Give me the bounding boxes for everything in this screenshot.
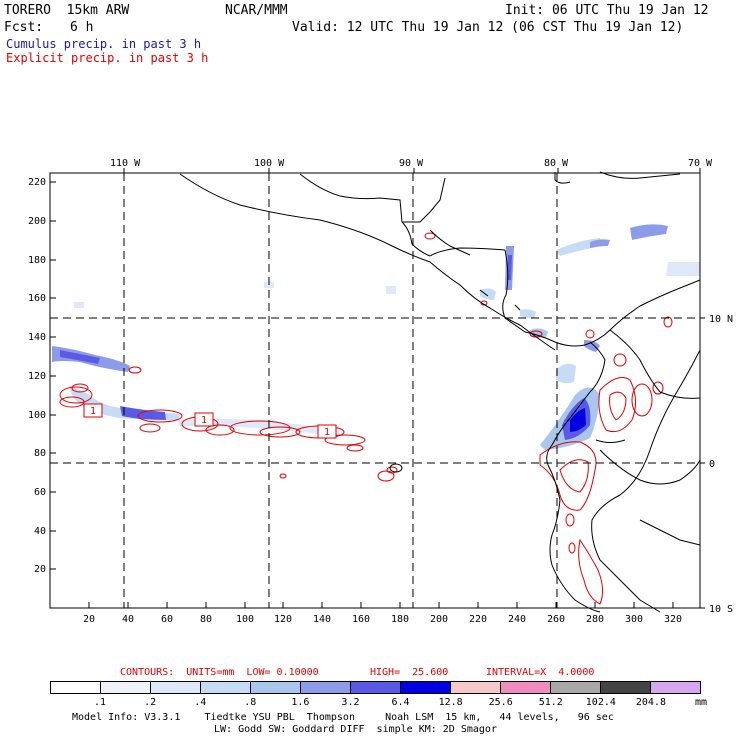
x-tick-label: 200 bbox=[430, 614, 448, 625]
x-tick-label: 320 bbox=[664, 614, 682, 625]
colorbar-swatch bbox=[400, 682, 450, 693]
lon-label-90w: 90 W bbox=[399, 158, 424, 169]
x-tick-label: 140 bbox=[313, 614, 331, 625]
y-tick-label: 40 bbox=[34, 526, 46, 537]
lon-label-80w: 80 W bbox=[544, 158, 569, 169]
colorbar-label: 12.8 bbox=[438, 697, 463, 708]
lat-label-10n: 10 N bbox=[709, 314, 733, 325]
colorbar-swatch bbox=[600, 682, 650, 693]
model-title: TORERO 15km ARW bbox=[4, 3, 130, 18]
contour-high: HIGH= 25.600 bbox=[370, 667, 449, 678]
lat-label-10s: 10 S bbox=[709, 604, 733, 615]
colorbar-swatch bbox=[500, 682, 550, 693]
colorbar-swatch bbox=[51, 682, 100, 693]
explicit-precip-contours bbox=[59, 232, 673, 605]
colorbar-label: 3.2 bbox=[341, 697, 360, 708]
x-tick-label: 60 bbox=[161, 614, 173, 625]
contour-labels: 1 1 1 bbox=[83, 403, 337, 439]
contour-label: 1 bbox=[201, 415, 207, 426]
colorbar-swatch bbox=[150, 682, 200, 693]
lon-label-110w: 110 W bbox=[110, 158, 141, 169]
x-tick-label: 20 bbox=[83, 614, 95, 625]
colorbar-label: 25.6 bbox=[488, 697, 513, 708]
x-tick-label: 280 bbox=[586, 614, 604, 625]
colorbar-swatch bbox=[100, 682, 150, 693]
y-tick-label: 100 bbox=[28, 410, 46, 421]
x-tick-label: 40 bbox=[122, 614, 134, 625]
colorbar-label: 1.6 bbox=[291, 697, 310, 708]
contour-units: CONTOURS: UNITS=mm LOW= 0.10000 bbox=[120, 667, 319, 678]
y-tick-label: 60 bbox=[34, 487, 46, 498]
colorbar-unit: mm bbox=[695, 697, 708, 708]
y-tick-label: 120 bbox=[28, 371, 46, 382]
colorbar bbox=[50, 681, 701, 694]
valid-time: Valid: 12 UTC Thu 19 Jan 12 (06 CST Thu … bbox=[292, 20, 684, 35]
x-tick-label: 120 bbox=[274, 614, 292, 625]
x-tick-label: 300 bbox=[625, 614, 643, 625]
y-tick-label: 200 bbox=[28, 216, 46, 227]
colorbar-label: 102.4 bbox=[585, 697, 616, 708]
colorbar-label: 6.4 bbox=[391, 697, 410, 708]
org-label: NCAR/MMM bbox=[225, 3, 288, 18]
contour-label: 1 bbox=[90, 406, 96, 417]
y-tick-label: 160 bbox=[28, 293, 46, 304]
colorbar-label: .8 bbox=[244, 697, 257, 708]
explicit-field-title: Explicit precip. in past 3 h bbox=[6, 51, 209, 65]
colorbar-swatch bbox=[300, 682, 350, 693]
model-info-line2: LW: Godd SW: Goddard DIFF simple KM: 2D … bbox=[214, 724, 497, 735]
init-time: Init: 06 UTC Thu 19 Jan 12 bbox=[505, 3, 709, 18]
y-tick-label: 180 bbox=[28, 255, 46, 266]
x-tick-label: 80 bbox=[200, 614, 212, 625]
colorbar-label: 204.8 bbox=[635, 697, 666, 708]
lat-label-equator: 0 bbox=[709, 459, 715, 470]
x-tick-label: 100 bbox=[236, 614, 254, 625]
x-tick-label: 240 bbox=[508, 614, 526, 625]
colorbar-swatch bbox=[250, 682, 300, 693]
colorbar-swatch bbox=[350, 682, 400, 693]
colorbar-label: .4 bbox=[194, 697, 207, 708]
y-tick-label: 80 bbox=[34, 448, 46, 459]
colorbar-swatch bbox=[200, 682, 250, 693]
colorbar-swatch bbox=[550, 682, 600, 693]
colorbar-label: 51.2 bbox=[538, 697, 563, 708]
y-tick-label: 20 bbox=[34, 564, 46, 575]
x-tick-label: 180 bbox=[391, 614, 409, 625]
coastlines bbox=[179, 171, 701, 613]
colorbar-label: .1 bbox=[94, 697, 107, 708]
cumulus-precip-shading bbox=[52, 224, 700, 450]
colorbar-swatch bbox=[450, 682, 500, 693]
lon-label-100w: 100 W bbox=[254, 158, 285, 169]
forecast-hours: 6 h bbox=[70, 20, 94, 35]
x-tick-label: 160 bbox=[352, 614, 370, 625]
colorbar-label: .2 bbox=[144, 697, 157, 708]
x-tick-label: 220 bbox=[469, 614, 487, 625]
x-tick-label: 260 bbox=[547, 614, 565, 625]
model-info-line1: Model Info: V3.3.1 Tiedtke YSU PBL Thomp… bbox=[72, 712, 614, 723]
lon-label-70w: 70 W bbox=[688, 158, 713, 169]
colorbar-swatch bbox=[650, 682, 700, 693]
contour-label: 1 bbox=[324, 427, 330, 438]
cumulus-field-title: Cumulus precip. in past 3 h bbox=[6, 37, 202, 51]
colorbar-labels: .1 .2 .4 .8 1.6 3.2 6.4 12.8 25.6 51.2 102.4 204.8 bbox=[50, 697, 701, 709]
y-tick-label: 140 bbox=[28, 332, 46, 343]
map-frame: 220 200 180 160 140 120 100 80 60 40 20 … bbox=[28, 168, 705, 625]
forecast-label: Fcst: bbox=[4, 20, 44, 35]
contour-interval: INTERVAL=X 4.0000 bbox=[486, 667, 595, 678]
y-tick-label: 220 bbox=[28, 177, 46, 188]
